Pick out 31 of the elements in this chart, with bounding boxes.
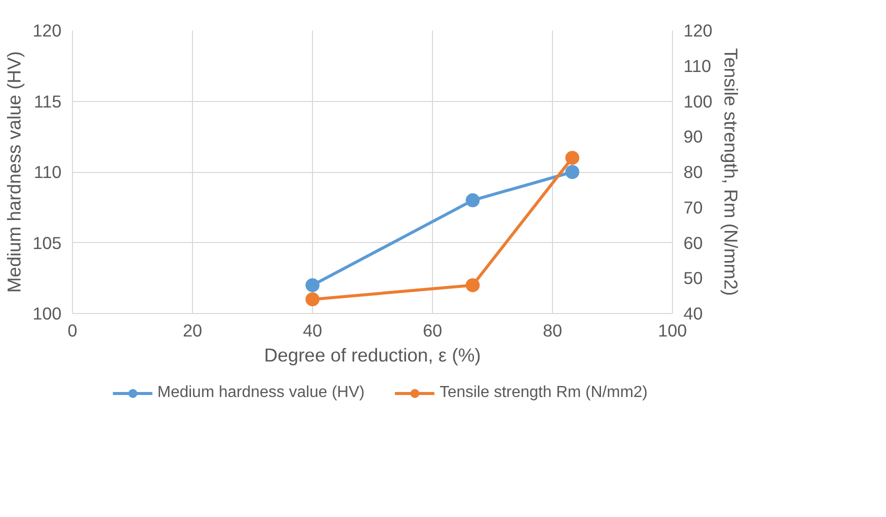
point bbox=[466, 278, 480, 292]
legend-label: Tensile strength Rm (N/mm2) bbox=[440, 384, 648, 402]
y2-tick-label: 50 bbox=[684, 268, 703, 288]
x-tick-label: 20 bbox=[182, 320, 202, 340]
point bbox=[306, 292, 320, 306]
y2-tick-label: 100 bbox=[684, 91, 712, 112]
y-tick-label: 100 bbox=[32, 304, 62, 324]
y-axis-title: Medium hardness value (HV) bbox=[4, 51, 25, 293]
y2-tick-label: 70 bbox=[684, 197, 703, 218]
y-tick-label: 105 bbox=[32, 232, 62, 253]
x-tick-label: 60 bbox=[422, 320, 442, 340]
x-tick-label: 0 bbox=[68, 320, 78, 340]
y2-tick-label: 90 bbox=[684, 126, 703, 147]
x-tick-label: 100 bbox=[658, 320, 687, 340]
point bbox=[306, 278, 320, 292]
y-tick-label: 115 bbox=[34, 91, 62, 112]
y-tick-label: 110 bbox=[34, 162, 62, 182]
point bbox=[565, 150, 580, 165]
x-axis-title: Degree of reduction, ε (%) bbox=[264, 344, 481, 366]
y2-tick-label: 80 bbox=[684, 162, 703, 182]
point bbox=[565, 165, 580, 179]
y2-tick-label: 120 bbox=[684, 20, 712, 40]
x-tick-label: 80 bbox=[542, 320, 562, 340]
y2-tick-label: 60 bbox=[684, 232, 703, 253]
x-tick-label: 40 bbox=[302, 320, 322, 340]
y2-axis-title: Tensile strength, Rm (N/mm2) bbox=[720, 48, 742, 296]
legend-label: Medium hardness value (HV) bbox=[157, 384, 365, 402]
point bbox=[466, 193, 480, 208]
y2-tick-label: 40 bbox=[684, 304, 703, 324]
y2-tick-label: 110 bbox=[684, 56, 712, 76]
y-tick-label: 120 bbox=[32, 20, 62, 40]
